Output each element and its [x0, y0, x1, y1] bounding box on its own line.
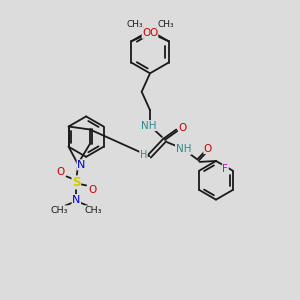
Text: NH: NH [176, 144, 191, 154]
Text: O: O [149, 28, 158, 38]
Text: O: O [56, 167, 65, 177]
Text: CH₃: CH₃ [51, 206, 68, 215]
Text: N: N [72, 195, 80, 205]
Text: N: N [77, 160, 86, 170]
Text: O: O [204, 143, 212, 154]
Text: O: O [142, 28, 151, 38]
Text: O: O [178, 123, 187, 133]
Text: CH₃: CH₃ [85, 206, 102, 215]
Text: NH: NH [141, 121, 156, 130]
Text: H: H [140, 150, 147, 160]
Text: F: F [222, 164, 228, 174]
Text: CH₃: CH₃ [126, 20, 143, 29]
Text: S: S [72, 176, 81, 189]
Text: CH₃: CH₃ [157, 20, 174, 29]
Text: O: O [88, 185, 96, 195]
